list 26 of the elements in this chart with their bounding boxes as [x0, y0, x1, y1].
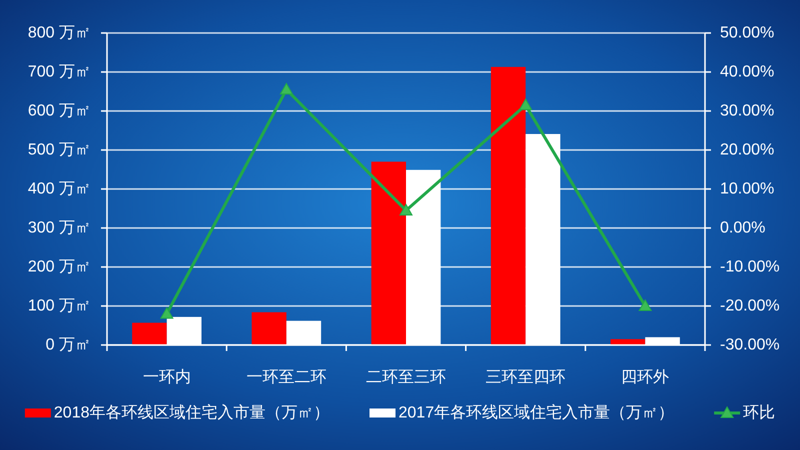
y2tick-label: 50.00% [720, 24, 774, 42]
y2tick-label: 0.00% [720, 220, 766, 236]
ytick-label: 700 万㎡ [28, 64, 91, 80]
ytick-label: 300 万㎡ [28, 220, 91, 236]
ytick-label: 100 万㎡ [28, 298, 91, 314]
ytick-label: 600 万㎡ [28, 102, 91, 120]
xtick-label: 二环至三环 [366, 369, 446, 386]
xtick-label: 三环至四环 [486, 369, 566, 386]
ytick-label: 0 万㎡ [46, 336, 91, 354]
xtick-label: 一环内 [142, 369, 191, 386]
y2tick-label: 10.00% [720, 180, 774, 198]
ytick-label: 400 万㎡ [28, 180, 91, 198]
y2tick-label: -20.00% [720, 298, 780, 314]
y2tick-label: 40.00% [720, 64, 774, 80]
ytick-label: 800 万㎡ [28, 24, 91, 42]
y2tick-label: -10.00% [720, 258, 780, 276]
ytick-label: 500 万㎡ [28, 142, 91, 158]
y2tick-label: 30.00% [720, 102, 774, 120]
legend-label: 2017年各环线区域住宅入市量（万㎡） [398, 404, 674, 422]
ytick-label: 200 万㎡ [28, 258, 91, 276]
legend-label: 环比 [743, 404, 776, 422]
y2tick-label: 20.00% [720, 142, 774, 158]
xtick-label: 四环外 [621, 369, 670, 386]
xtick-label: 一环至二环 [246, 369, 326, 386]
y2tick-label: -30.00% [720, 336, 780, 354]
legend-label: 2018年各环线区域住宅入市量（万㎡） [54, 404, 330, 422]
